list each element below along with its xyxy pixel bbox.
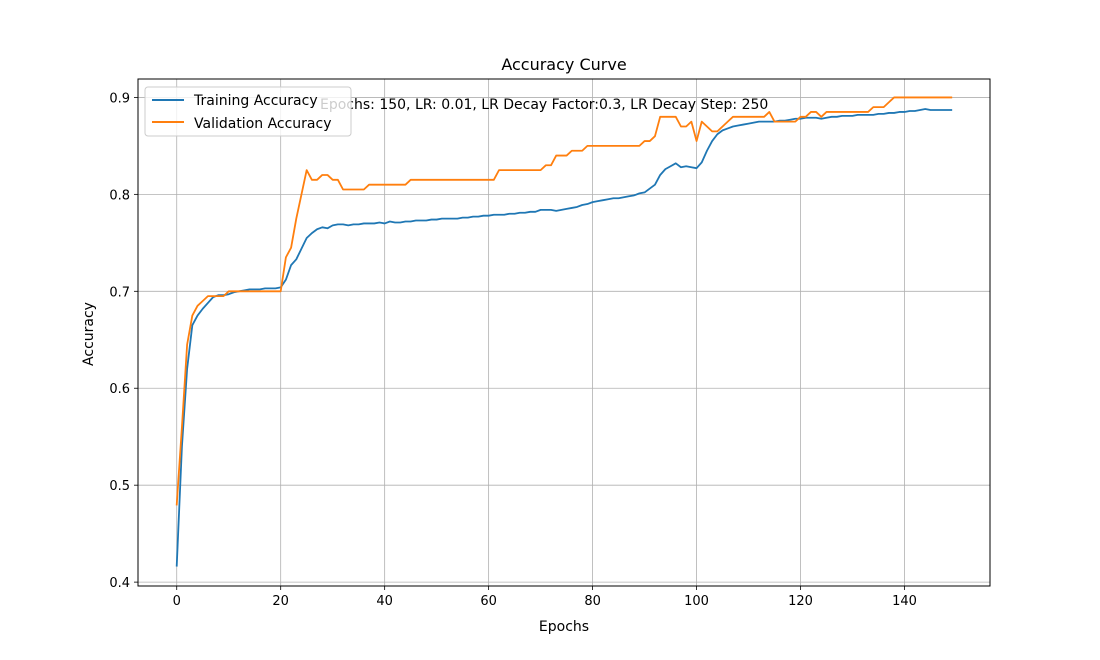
y-axis-label: Accuracy xyxy=(81,302,97,366)
legend-label-training: Training Accuracy xyxy=(193,93,318,109)
x-tick-label: 80 xyxy=(584,594,601,609)
legend: Training Accuracy Validation Accuracy xyxy=(144,86,352,137)
chart-title: Accuracy Curve xyxy=(501,55,626,74)
plot-frame xyxy=(137,78,991,587)
y-tick-label: 0.7 xyxy=(109,285,130,300)
series-line-training xyxy=(175,108,953,567)
y-tick-label: 0.4 xyxy=(109,576,130,591)
legend-box xyxy=(144,86,352,137)
x-tick-label: 20 xyxy=(272,594,289,609)
legend-label-validation: Validation Accuracy xyxy=(194,116,332,132)
x-tick-label: 60 xyxy=(480,594,497,609)
x-tick-label: 140 xyxy=(892,594,917,609)
x-tick-label: 0 xyxy=(173,594,181,609)
x-tick-label: 100 xyxy=(684,594,709,609)
series-lines xyxy=(175,96,953,567)
chart-annotation: Epochs: 150, LR: 0.01, LR Decay Factor:0… xyxy=(320,97,768,113)
x-axis-label: Epochs xyxy=(539,619,589,635)
axis-ticks: 0 20 40 60 80 100 120 140 0.4 0.5 0.6 0.7 0.8 0.9 xyxy=(109,91,917,609)
y-tick-label: 0.5 xyxy=(109,479,130,494)
x-tick-label: 120 xyxy=(788,594,813,609)
x-tick-label: 40 xyxy=(376,594,393,609)
y-tick-label: 0.9 xyxy=(109,91,130,106)
series-line-validation xyxy=(175,96,953,506)
y-tick-label: 0.8 xyxy=(109,188,130,203)
y-tick-label: 0.6 xyxy=(109,382,130,397)
grid-lines xyxy=(138,79,990,586)
